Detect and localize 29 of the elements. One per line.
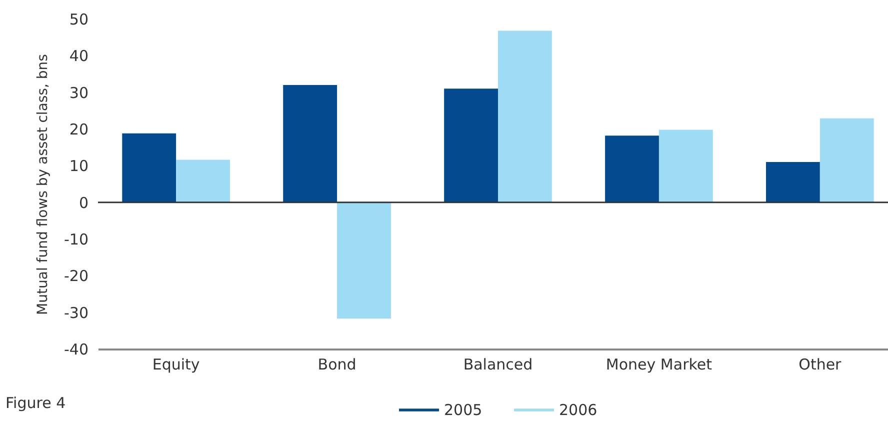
bar xyxy=(176,160,230,202)
y-tick-label: -20 xyxy=(64,267,88,286)
y-tick-label: -30 xyxy=(64,304,88,322)
bar xyxy=(337,202,391,319)
y-tick-label: 50 xyxy=(69,10,88,28)
y-axis-title: Mutual fund flows by asset class, bns xyxy=(35,54,51,315)
bar xyxy=(283,85,338,202)
caption: Figure 4 xyxy=(6,394,66,412)
bar xyxy=(658,130,713,202)
x-tick-label: Balanced xyxy=(463,356,533,374)
x-tick-label: Other xyxy=(798,356,842,374)
x-tick-label: Bond xyxy=(318,356,356,374)
y-tick-label: 30 xyxy=(69,84,88,102)
y-tick-label: 10 xyxy=(69,157,88,176)
y-tick-label: -10 xyxy=(64,230,88,248)
x-tick-label: Equity xyxy=(152,356,200,374)
bar xyxy=(766,162,820,202)
legend-label: 2005 xyxy=(444,401,482,419)
y-tick-label: 20 xyxy=(69,120,88,138)
y-tick-label: -40 xyxy=(64,340,88,358)
bar xyxy=(122,133,176,202)
bar xyxy=(444,88,498,202)
bar xyxy=(605,136,659,202)
y-tick-label: 40 xyxy=(69,47,88,66)
x-tick-label: Money Market xyxy=(606,356,712,374)
bar xyxy=(498,30,552,202)
bar xyxy=(820,118,874,202)
legend-label: 2006 xyxy=(559,401,598,419)
y-tick-label: 0 xyxy=(78,194,88,212)
